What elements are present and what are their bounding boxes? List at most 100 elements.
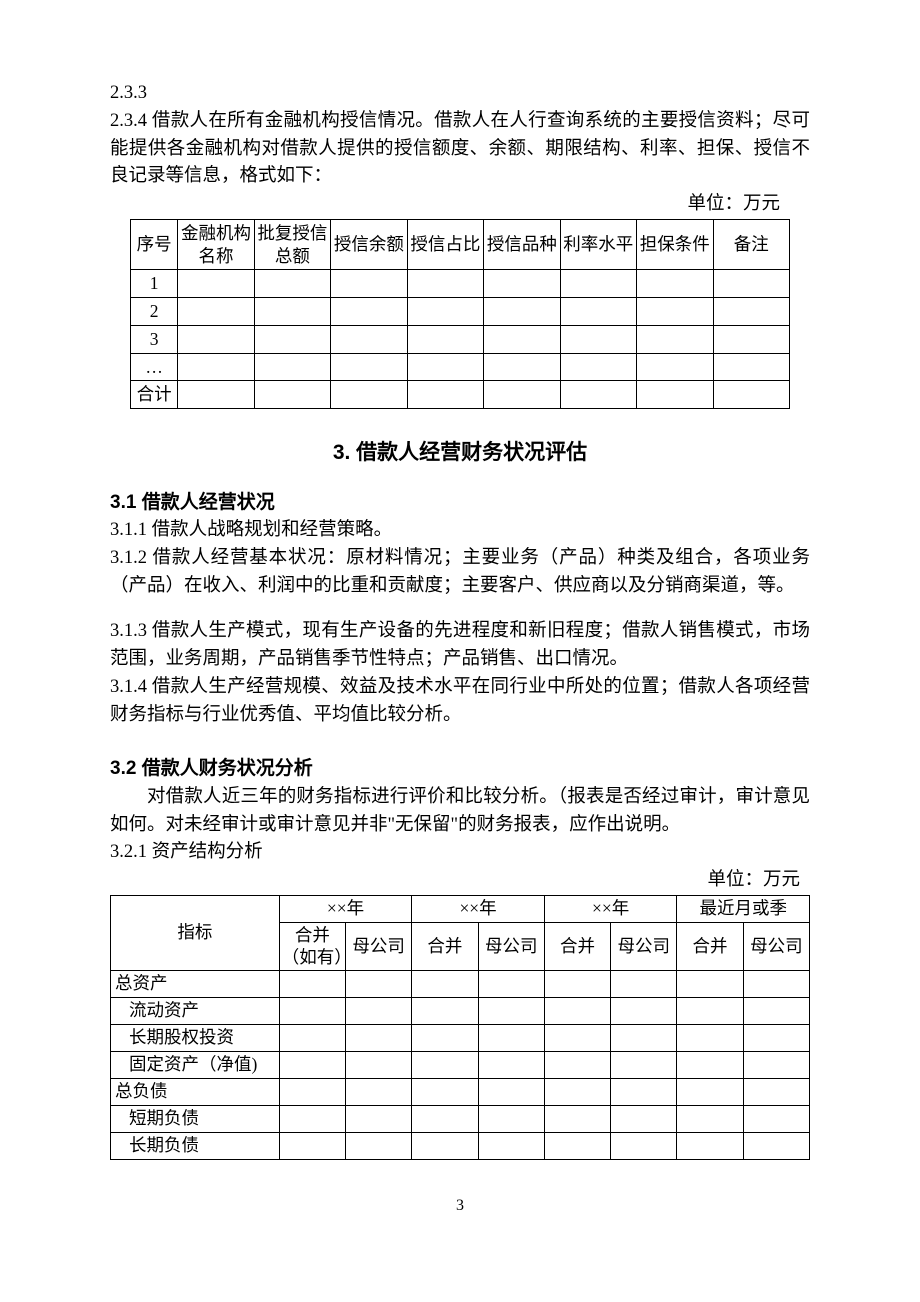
cell bbox=[478, 998, 544, 1025]
cell bbox=[611, 1105, 677, 1132]
cell bbox=[677, 1078, 743, 1105]
cell bbox=[743, 998, 809, 1025]
th-year3: ××年 bbox=[544, 895, 677, 922]
section-32-intro: 对借款人近三年的财务指标进行评价和比较分析。（报表是否经过审计，审计意见如何。对… bbox=[110, 784, 810, 840]
section-233: 2.3.3 bbox=[110, 80, 810, 108]
cell-seq: … bbox=[131, 353, 178, 381]
cell bbox=[346, 1025, 412, 1052]
cell bbox=[544, 1052, 610, 1079]
cell bbox=[178, 298, 254, 326]
cell bbox=[478, 1025, 544, 1052]
cell bbox=[637, 353, 713, 381]
cell bbox=[484, 270, 560, 298]
cell bbox=[331, 298, 407, 326]
cell bbox=[407, 298, 483, 326]
cell bbox=[178, 381, 254, 409]
cell bbox=[254, 270, 330, 298]
th-type: 授信品种 bbox=[484, 219, 560, 270]
section-32-title: 3.2 借款人财务状况分析 bbox=[110, 755, 810, 784]
th-parent2: 母公司 bbox=[478, 922, 544, 971]
cell bbox=[484, 353, 560, 381]
th-approved: 批复授信总额 bbox=[254, 219, 330, 270]
cell bbox=[611, 1078, 677, 1105]
th-inst: 金融机构名称 bbox=[178, 219, 254, 270]
cell-seq: 3 bbox=[131, 325, 178, 353]
cell bbox=[560, 325, 636, 353]
cell bbox=[560, 270, 636, 298]
cell bbox=[407, 353, 483, 381]
table-row: 总负债 bbox=[111, 1078, 810, 1105]
cell bbox=[544, 1078, 610, 1105]
table-row: 长期负债 bbox=[111, 1132, 810, 1159]
cell bbox=[677, 1105, 743, 1132]
cell bbox=[254, 381, 330, 409]
cell bbox=[254, 353, 330, 381]
cell bbox=[178, 270, 254, 298]
cell bbox=[412, 998, 478, 1025]
table1-header-row: 序号 金融机构名称 批复授信总额 授信余额 授信占比 授信品种 利率水平 担保条… bbox=[131, 219, 790, 270]
section-313: 3.1.3 借款人生产模式，现有生产设备的先进程度和新旧程度；借款人销售模式，市… bbox=[110, 618, 810, 674]
cell bbox=[637, 381, 713, 409]
cell bbox=[484, 298, 560, 326]
cell bbox=[743, 1052, 809, 1079]
section-31-title: 3.1 借款人经营状况 bbox=[110, 489, 810, 518]
cell bbox=[331, 381, 407, 409]
cell bbox=[412, 1052, 478, 1079]
cell bbox=[637, 298, 713, 326]
cell bbox=[637, 270, 713, 298]
row-label: 总负债 bbox=[111, 1078, 280, 1105]
cell bbox=[677, 998, 743, 1025]
cell-seq: 合计 bbox=[131, 381, 178, 409]
th-balance: 授信余额 bbox=[331, 219, 407, 270]
cell bbox=[346, 1078, 412, 1105]
cell bbox=[611, 998, 677, 1025]
table2-header-row1: 指标 ××年 ××年 ××年 最近月或季 bbox=[111, 895, 810, 922]
th-merge3: 合并 bbox=[544, 922, 610, 971]
section-321: 3.2.1 资产结构分析 bbox=[110, 839, 810, 867]
table-row: 短期负债 bbox=[111, 1105, 810, 1132]
table2-body: 总资产流动资产长期股权投资固定资产（净值)总负债短期负债长期负债 bbox=[111, 971, 810, 1159]
cell bbox=[677, 1052, 743, 1079]
row-label: 长期负债 bbox=[111, 1132, 280, 1159]
cell bbox=[677, 1025, 743, 1052]
cell bbox=[412, 1025, 478, 1052]
cell bbox=[412, 971, 478, 998]
row-label: 长期股权投资 bbox=[111, 1025, 280, 1052]
table-row: … bbox=[131, 353, 790, 381]
th-ratio: 授信占比 bbox=[407, 219, 483, 270]
cell bbox=[346, 1132, 412, 1159]
row-label: 固定资产（净值) bbox=[111, 1052, 280, 1079]
cell bbox=[346, 998, 412, 1025]
cell bbox=[331, 325, 407, 353]
cell bbox=[611, 1052, 677, 1079]
cell bbox=[560, 298, 636, 326]
th-remark: 备注 bbox=[713, 219, 790, 270]
cell bbox=[478, 1132, 544, 1159]
cell bbox=[331, 270, 407, 298]
section-314: 3.1.4 借款人生产经营规模、效益及技术水平在同行业中所处的位置；借款人各项经… bbox=[110, 674, 810, 730]
cell bbox=[743, 971, 809, 998]
credit-institutions-table: 序号 金融机构名称 批复授信总额 授信余额 授信占比 授信品种 利率水平 担保条… bbox=[130, 219, 790, 409]
cell bbox=[178, 325, 254, 353]
cell bbox=[484, 381, 560, 409]
th-seq: 序号 bbox=[131, 219, 178, 270]
cell bbox=[544, 998, 610, 1025]
table1-body: 1 2 3 … 合计 bbox=[131, 270, 790, 409]
cell bbox=[279, 1132, 345, 1159]
th-parent1: 母公司 bbox=[346, 922, 412, 971]
section-312: 3.1.2 借款人经营基本状况：原材料情况；主要业务（产品）种类及组合，各项业务… bbox=[110, 545, 810, 601]
cell-seq: 2 bbox=[131, 298, 178, 326]
cell bbox=[484, 325, 560, 353]
cell bbox=[254, 298, 330, 326]
cell-seq: 1 bbox=[131, 270, 178, 298]
cell bbox=[254, 325, 330, 353]
cell bbox=[279, 1025, 345, 1052]
cell bbox=[346, 1105, 412, 1132]
cell bbox=[478, 1052, 544, 1079]
cell bbox=[677, 1132, 743, 1159]
th-merge2: 合并 bbox=[412, 922, 478, 971]
table-row: 2 bbox=[131, 298, 790, 326]
table-row: 1 bbox=[131, 270, 790, 298]
cell bbox=[331, 353, 407, 381]
section-234: 2.3.4 借款人在所有金融机构授信情况。借款人在人行查询系统的主要授信资料；尽… bbox=[110, 108, 810, 191]
